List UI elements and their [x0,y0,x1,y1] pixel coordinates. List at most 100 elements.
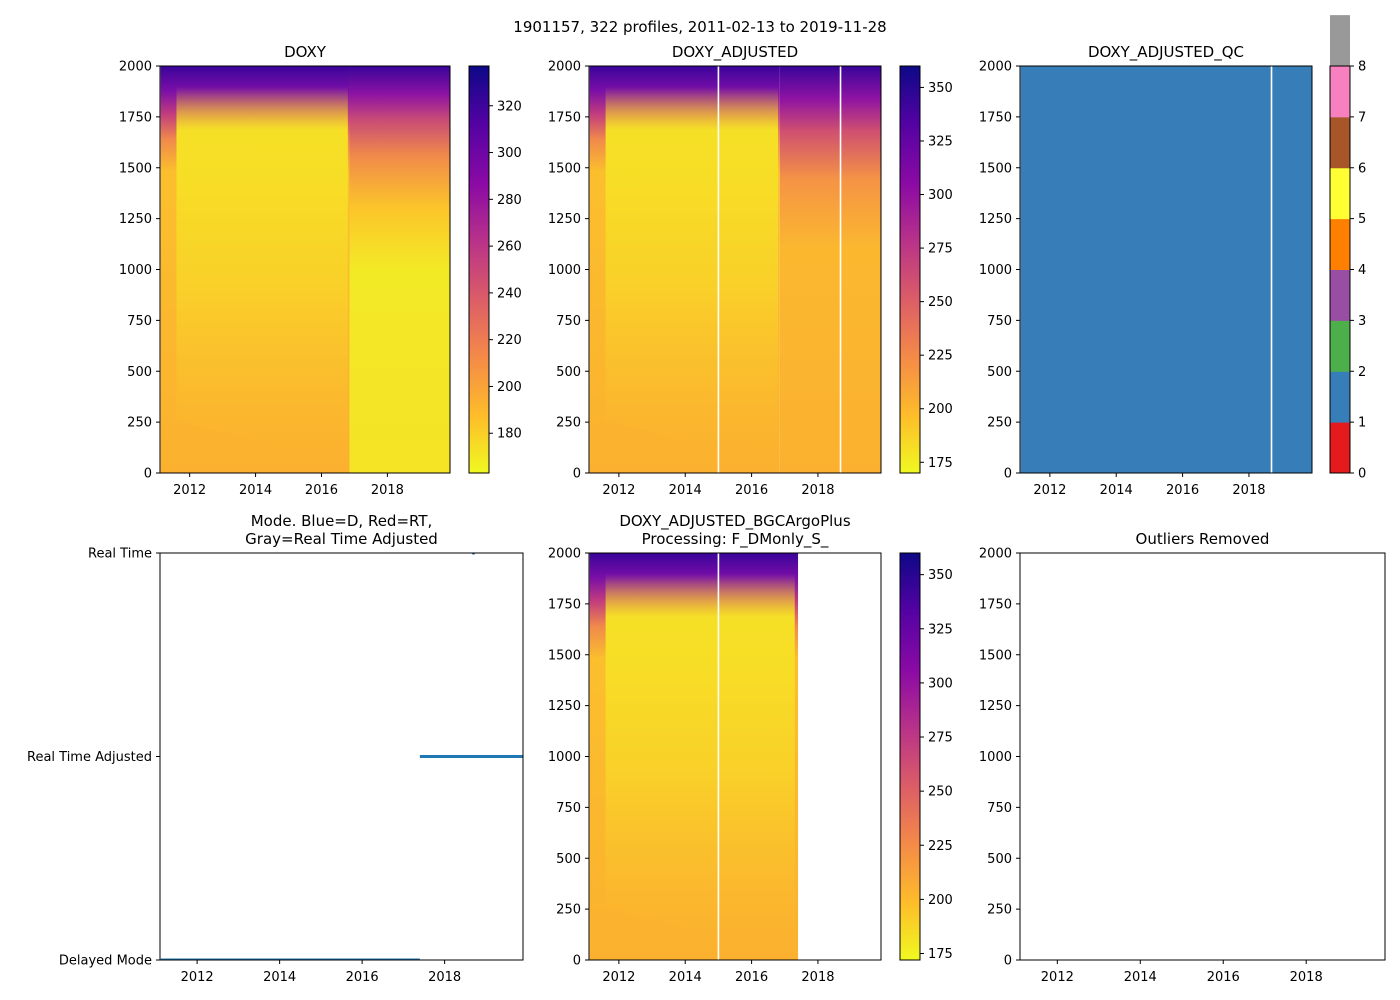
doxy-adjusted-bgc-colorbar-tick-label-3: 250 [928,785,953,800]
doxy-adjusted-bgc-core-low-oxygen [605,573,795,940]
doxy-adjusted-bgc-ytick-label-1: 250 [556,903,581,918]
doxy-adjusted-qc-gap-0 [1270,66,1273,473]
doxy-adjusted-bgc-colorbar-tick-label-2: 225 [928,839,953,854]
doxy-adjusted-colorbar-tick-label-1: 200 [928,402,953,417]
doxy-colorbar-tick-label-7: 320 [497,99,522,114]
mode-ytick-label-2: Real Time [88,547,152,562]
doxy-colorbar-frame [468,65,490,474]
doxy-adjusted-bgc-colorbar-tick-label-4: 275 [928,731,953,746]
doxy-xtick-label-2: 2016 [305,483,338,498]
doxy-adjusted-colorbar-tick-label-7: 350 [928,81,953,96]
doxy-adjusted-colorbar-tick-label-4: 275 [928,242,953,257]
panel-doxy: DOXY 2012 2014 2016 2018 0 250 500 750 1000 1250 15… [119,43,522,498]
doxy-xtick-label-1: 2014 [239,483,272,498]
doxy-adjusted-title: DOXY_ADJUSTED [672,43,798,62]
doxy-adjusted-qc-colorbar-bin-1 [1330,371,1350,423]
doxy-adjusted-qc-ytick-label-7: 1750 [979,110,1012,125]
outliers-ytick-label-8: 2000 [979,547,1012,562]
doxy-adjusted-ytick-label-3: 750 [556,314,581,329]
doxy-adjusted-bgc-colorbar-tick-label-1: 200 [928,893,953,908]
doxy-adjusted-colorbar-tick-label-3: 250 [928,295,953,310]
doxy-adjusted-ytick-label-5: 1250 [548,212,581,227]
doxy-adjusted-bgc-ytick-label-6: 1500 [548,648,581,663]
doxy-adjusted-ytick-label-6: 1500 [548,161,581,176]
doxy-adjusted-gap-0 [717,66,720,473]
outliers-title: Outliers Removed [1136,530,1270,548]
doxy-adjusted-bgc-title-line2: Processing: F_DMonly_S_ [642,530,829,549]
doxy-adjusted-qc-colorbar-bin-7 [1330,66,1350,118]
doxy-adjusted-bgc-colorbar-tick-label-6: 325 [928,622,953,637]
doxy-adjusted-xtick-label-1: 2014 [669,483,702,498]
doxy-adjusted-ytick-label-0: 0 [573,467,581,482]
mode-xtick-label-0: 2012 [181,970,214,985]
doxy-adjusted-field-late [779,66,881,473]
doxy-adjusted-ytick-label-2: 500 [556,365,581,380]
outliers-xtick-label-2: 2016 [1207,970,1240,985]
doxy-adjusted-colorbar: 175 200 225 250 275 300 325 350 [899,65,953,474]
doxy-colorbar: 180 200 220 240 260 280 300 320 [468,65,522,474]
mode-title: Mode. Blue=D, Red=RT, [251,512,433,530]
doxy-ytick-label-7: 1750 [119,110,152,125]
doxy-ytick-label-8: 2000 [119,60,152,75]
doxy-adjusted-colorbar-tick-label-5: 300 [928,188,953,203]
doxy-adjusted-qc-ytick-label-3: 750 [987,314,1012,329]
doxy-adjusted-qc-ytick-label-6: 1500 [979,161,1012,176]
doxy-adjusted-colorbar-frame [899,65,921,474]
doxy-adjusted-qc-colorbar-bin-8 [1330,15,1350,67]
doxy-colorbar-tick-label-5: 280 [497,193,522,208]
doxy-adjusted-ytick-label-1: 250 [556,416,581,431]
doxy-adjusted-qc-colorbar-tick-label-5: 5 [1358,212,1366,227]
mode-title-line2: Gray=Real Time Adjusted [245,530,438,548]
doxy-adjusted-qc-ytick-label-5: 1250 [979,212,1012,227]
doxy-adjusted-bgc-xtick-label-2: 2016 [735,970,768,985]
doxy-xtick-label-3: 2018 [371,483,404,498]
outliers-ytick-label-2: 500 [987,852,1012,867]
doxy-adjusted-qc-colorbar-tick-label-4: 4 [1358,263,1366,278]
doxy-ytick-label-0: 0 [144,467,152,482]
outliers-ytick-label-1: 250 [987,903,1012,918]
doxy-adjusted-qc-colorbar-tick-label-3: 3 [1358,314,1366,329]
doxy-adjusted-ytick-label-4: 1000 [548,263,581,278]
doxy-colorbar-tick-label-3: 240 [497,286,522,301]
doxy-adjusted-qc-xtick-label-0: 2012 [1033,483,1066,498]
doxy-ytick-label-1: 250 [127,416,152,431]
doxy-adjusted-bgc-ytick-label-0: 0 [573,954,581,969]
mode-ytick-label-1: Real Time Adjusted [27,750,152,765]
doxy-xtick-label-0: 2012 [173,483,206,498]
doxy-adjusted-ytick-label-7: 1750 [548,110,581,125]
doxy-adjusted-bgc-colorbar-frame [899,552,921,961]
doxy-ytick-label-5: 1250 [119,212,152,227]
doxy-adjusted-xtick-label-2: 2016 [735,483,768,498]
doxy-adjusted-qc-colorbar-bin-2 [1330,320,1350,372]
outliers-ytick-label-5: 1250 [979,699,1012,714]
doxy-adjusted-bgc-xtick-label-3: 2018 [801,970,834,985]
doxy-adjusted-colorbar-tick-label-6: 325 [928,134,953,149]
doxy-colorbar-tick-label-2: 220 [497,333,522,348]
doxy-adjusted-core-low-oxygen [605,86,779,453]
doxy-adjusted-qc-ytick-label-2: 500 [987,365,1012,380]
outliers-ytick-label-0: 0 [1004,954,1012,969]
doxy-adjusted-bgc-ytick-label-3: 750 [556,801,581,816]
outliers-ytick-label-3: 750 [987,801,1012,816]
doxy-adjusted-qc-colorbar-bin-6 [1330,116,1350,169]
doxy-core-low-oxygen [176,86,348,453]
doxy-adjusted-bgc-colorbar-gradient [900,553,920,960]
doxy-adjusted-qc-colorbar-bin-0 [1330,422,1350,474]
doxy-adjusted-colorbar-tick-label-0: 175 [928,456,953,471]
doxy-adjusted-colorbar-tick-label-2: 225 [928,349,953,364]
doxy-adjusted-colorbar-gradient [900,66,920,473]
doxy-adjusted-qc-colorbar: 0 1 2 3 4 5 6 7 8 [1329,15,1366,482]
mode-plot-area [160,553,523,960]
doxy-ytick-label-2: 500 [127,365,152,380]
doxy-adjusted-bgc-colorbar-tick-label-5: 300 [928,676,953,691]
doxy-ytick-label-4: 1000 [119,263,152,278]
outliers-xtick-label-1: 2014 [1124,970,1157,985]
doxy-adjusted-gap-1 [839,66,842,473]
doxy-adjusted-qc-colorbar-bin-4 [1330,218,1350,270]
panel-mode: Mode. Blue=D, Red=RT,Gray=Real Time Adju… [27,512,524,985]
doxy-adjusted-bgc-colorbar-tick-label-7: 350 [928,568,953,583]
outliers-ytick-label-4: 1000 [979,750,1012,765]
doxy-adjusted-qc-colorbar-tick-label-7: 7 [1358,110,1366,125]
doxy-adjusted-bgc-plot-area [589,553,799,960]
